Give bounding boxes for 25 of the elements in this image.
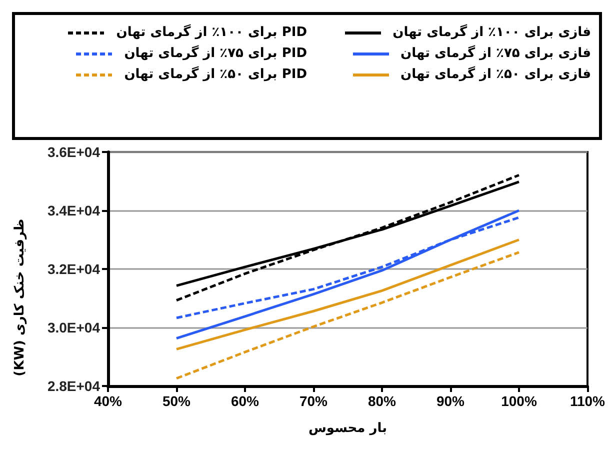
legend-label: فازی برای ۷۵٪ از گرمای تهان <box>400 46 591 61</box>
y-tick-label: 3.0E+04 <box>47 320 100 336</box>
legend-label: PID برای ۱۰۰٪ از گرمای تهان <box>116 25 307 40</box>
x-axis-title: بار محسوس <box>308 421 387 436</box>
x-tick-label: 40% <box>94 393 123 409</box>
line-series <box>175 251 520 380</box>
x-tick-label: 90% <box>436 393 466 409</box>
x-tick-label: 80% <box>368 393 397 409</box>
x-tick-label: 110% <box>570 393 606 409</box>
line-series <box>175 209 520 340</box>
x-tick-label: 60% <box>230 393 260 409</box>
legend-label: PID برای ۵۰٪ از گرمای تهان <box>124 67 307 82</box>
legend-label: فازی برای ۱۰۰٪ از گرمای تهان <box>392 25 591 40</box>
line-series <box>175 174 520 302</box>
line-series <box>175 238 520 350</box>
y-tick-label: 3.6E+04 <box>47 144 100 160</box>
y-tick-label: 2.8E+04 <box>47 378 100 394</box>
x-tick-label: 50% <box>162 393 192 409</box>
legend-label: PID برای ۷۵٪ از گرمای تهان <box>124 46 307 61</box>
y-tick-label: 3.2E+04 <box>47 261 100 277</box>
legend-label: فازی برای ۵۰٪ از گرمای تهان <box>400 67 591 82</box>
y-axis-title: ظرفیت خنک کاری (KW) <box>12 218 28 378</box>
x-tick-label: 70% <box>299 393 328 409</box>
x-tick-label: 100% <box>501 393 538 409</box>
y-tick-label: 3.4E+04 <box>47 202 100 218</box>
